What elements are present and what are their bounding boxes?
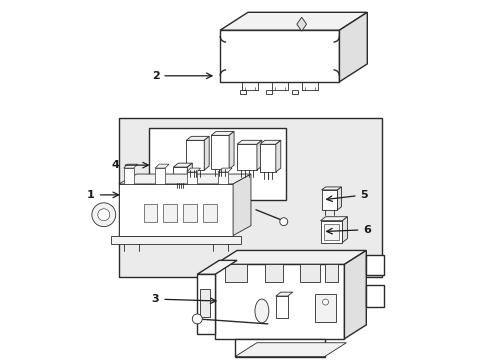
Bar bbox=[163, 204, 177, 222]
Polygon shape bbox=[218, 168, 232, 172]
Bar bbox=[324, 264, 338, 282]
Polygon shape bbox=[339, 12, 366, 82]
Polygon shape bbox=[173, 163, 192, 167]
Polygon shape bbox=[197, 260, 237, 274]
Polygon shape bbox=[119, 174, 250, 184]
Polygon shape bbox=[320, 217, 346, 221]
Polygon shape bbox=[260, 144, 275, 172]
Text: 4: 4 bbox=[112, 160, 148, 170]
Bar bbox=[240, 90, 245, 94]
Bar bbox=[200, 289, 210, 317]
Polygon shape bbox=[215, 264, 344, 339]
Polygon shape bbox=[235, 343, 346, 357]
Text: 3: 3 bbox=[151, 294, 216, 304]
Text: 1: 1 bbox=[87, 190, 118, 200]
Text: 6: 6 bbox=[326, 225, 370, 235]
Polygon shape bbox=[321, 187, 341, 190]
Polygon shape bbox=[256, 140, 262, 170]
Polygon shape bbox=[155, 168, 165, 184]
Polygon shape bbox=[111, 235, 241, 243]
Polygon shape bbox=[235, 339, 324, 357]
Polygon shape bbox=[186, 172, 196, 184]
Circle shape bbox=[279, 218, 287, 226]
Polygon shape bbox=[215, 251, 366, 264]
Polygon shape bbox=[187, 163, 192, 183]
Polygon shape bbox=[366, 285, 384, 307]
Polygon shape bbox=[296, 17, 306, 31]
Circle shape bbox=[192, 314, 202, 324]
Polygon shape bbox=[366, 255, 384, 275]
Polygon shape bbox=[119, 184, 233, 235]
Polygon shape bbox=[204, 136, 209, 170]
Circle shape bbox=[322, 299, 328, 305]
Polygon shape bbox=[186, 140, 204, 170]
Polygon shape bbox=[186, 168, 200, 172]
Bar bbox=[291, 90, 297, 94]
Bar bbox=[183, 204, 197, 222]
Polygon shape bbox=[155, 164, 169, 168]
Polygon shape bbox=[220, 30, 339, 82]
Bar bbox=[323, 224, 339, 239]
Bar bbox=[264, 264, 282, 282]
Polygon shape bbox=[342, 217, 346, 243]
Polygon shape bbox=[344, 251, 366, 339]
Polygon shape bbox=[233, 174, 250, 235]
Bar bbox=[299, 264, 319, 282]
Polygon shape bbox=[237, 144, 256, 170]
Polygon shape bbox=[237, 140, 262, 144]
Bar bbox=[148, 129, 285, 200]
Bar bbox=[143, 204, 157, 222]
Polygon shape bbox=[123, 164, 137, 168]
Bar bbox=[224, 264, 246, 282]
Polygon shape bbox=[211, 131, 234, 135]
Polygon shape bbox=[320, 221, 342, 243]
Bar bbox=[203, 204, 217, 222]
Bar bbox=[275, 296, 287, 318]
Polygon shape bbox=[123, 168, 133, 184]
Bar bbox=[314, 294, 336, 322]
Polygon shape bbox=[218, 172, 227, 184]
Ellipse shape bbox=[254, 299, 268, 323]
Polygon shape bbox=[337, 187, 341, 210]
Polygon shape bbox=[321, 190, 337, 210]
Polygon shape bbox=[228, 131, 234, 169]
Text: 5: 5 bbox=[326, 190, 367, 202]
Polygon shape bbox=[275, 292, 292, 296]
Polygon shape bbox=[186, 136, 209, 140]
Polygon shape bbox=[211, 135, 228, 169]
Polygon shape bbox=[173, 167, 187, 183]
Circle shape bbox=[98, 209, 109, 221]
Polygon shape bbox=[260, 140, 280, 144]
Polygon shape bbox=[275, 140, 280, 172]
Polygon shape bbox=[220, 12, 366, 30]
Text: 2: 2 bbox=[151, 71, 212, 81]
Bar bbox=[265, 90, 271, 94]
Bar bbox=[119, 118, 382, 277]
Circle shape bbox=[92, 203, 116, 227]
Polygon shape bbox=[197, 274, 215, 334]
